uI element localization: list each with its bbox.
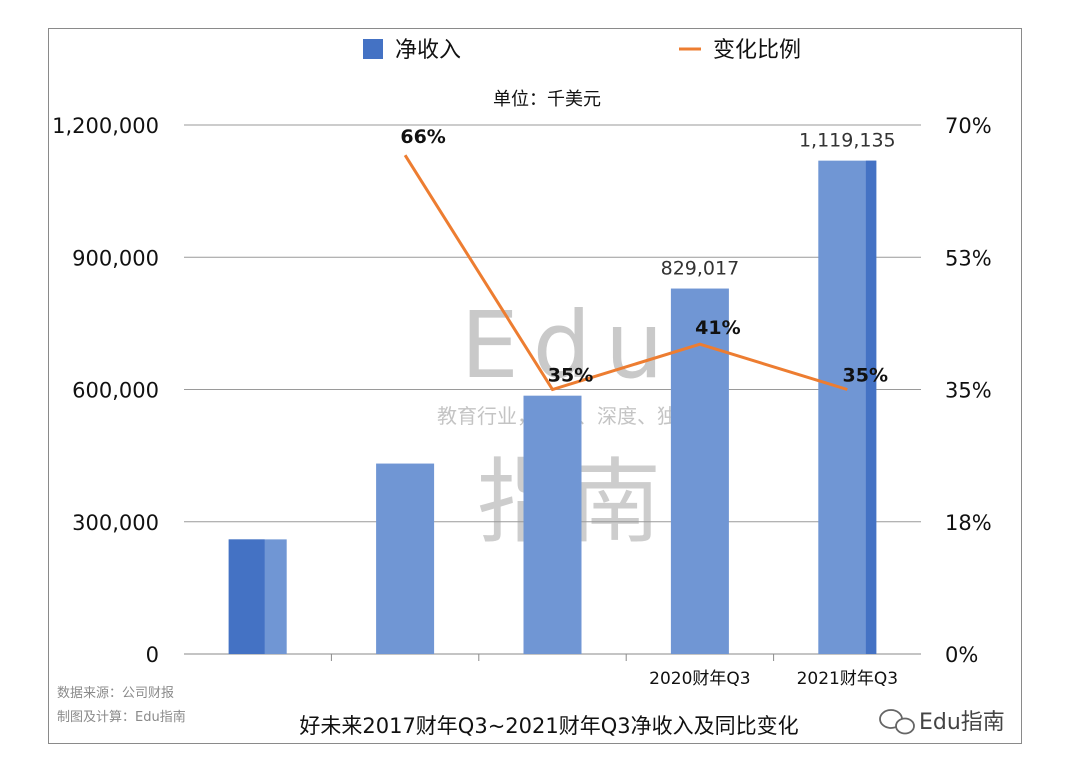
line-data-label: 66% xyxy=(400,126,445,148)
chart-caption: 好未来2017财年Q3~2021财年Q3净收入及同比变化 xyxy=(299,714,798,738)
chat-bubble-icon xyxy=(879,709,915,735)
watermark-edu-text: Edu xyxy=(461,292,678,399)
y-right-tick-label: 35% xyxy=(945,379,992,403)
legend-label-line: 变化比例 xyxy=(713,38,801,63)
chart-canvas: Edu教育行业，前沿、深度、独家指南00%300,00018%600,00035… xyxy=(52,38,1005,738)
bar-shade xyxy=(228,539,265,654)
y-right-tick-label: 53% xyxy=(945,246,992,270)
x-category-label: 2020财年Q3 xyxy=(649,669,750,689)
y-left-tick-label: 300,000 xyxy=(72,511,159,535)
line-data-label: 41% xyxy=(695,317,740,339)
legend-label-bar: 净收入 xyxy=(395,38,461,63)
y-left-tick-label: 0 xyxy=(146,643,159,667)
line-change-ratio xyxy=(403,154,848,392)
line-data-label: 35% xyxy=(843,365,888,387)
legend-swatch-bar xyxy=(363,39,383,59)
y-left-tick-label: 1,200,000 xyxy=(52,114,159,138)
bar-data-label: 829,017 xyxy=(661,258,740,280)
x-category-label: 2021财年Q3 xyxy=(797,669,898,689)
y-right-tick-label: 70% xyxy=(945,114,992,138)
y-left-tick-label: 600,000 xyxy=(72,379,159,403)
badge-text: Edu指南 xyxy=(919,710,1005,735)
bar-data-label: 1,119,135 xyxy=(799,130,896,152)
bar-net-revenue xyxy=(523,395,582,654)
line-data-label: 35% xyxy=(548,365,593,387)
source-line: 制图及计算：Edu指南 xyxy=(57,709,186,725)
bar-net-revenue xyxy=(376,463,435,654)
chart-frame: Edu教育行业，前沿、深度、独家指南00%300,00018%600,00035… xyxy=(48,28,1022,744)
unit-note: 单位：千美元 xyxy=(493,89,601,110)
y-right-tick-label: 18% xyxy=(945,511,992,535)
source-line: 数据来源：公司财报 xyxy=(57,686,174,701)
y-right-tick-label: 0% xyxy=(945,643,978,667)
y-left-tick-label: 900,000 xyxy=(72,246,159,270)
bar-shade xyxy=(865,160,877,654)
